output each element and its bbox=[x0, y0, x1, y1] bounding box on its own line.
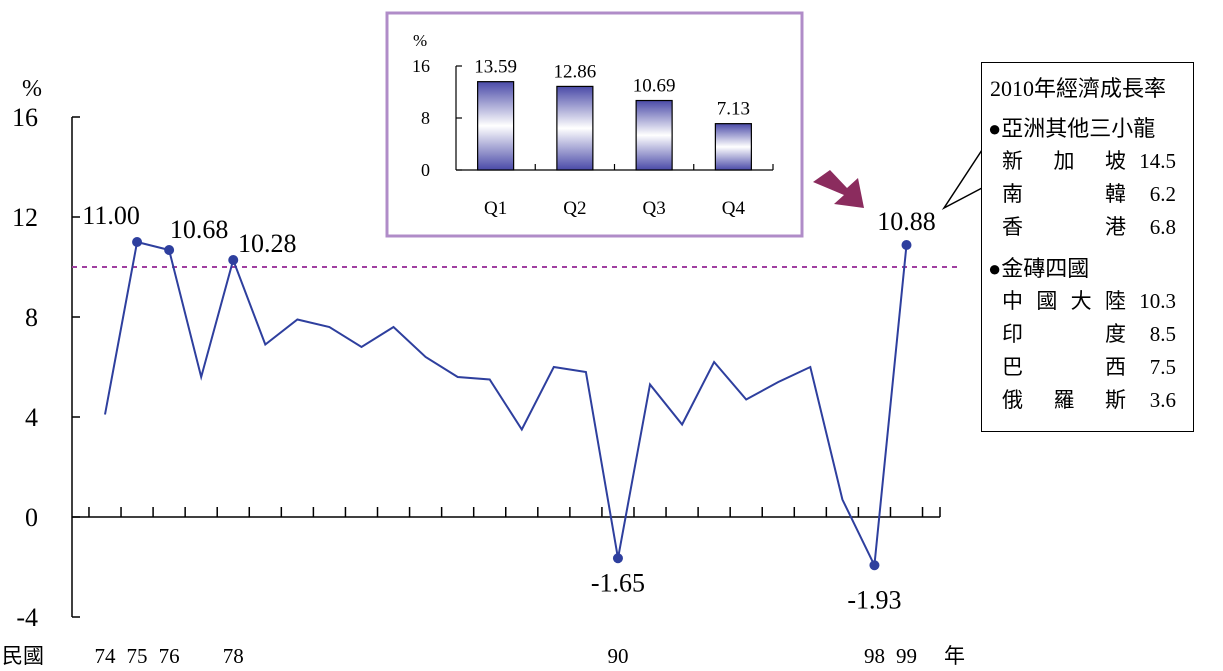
legend-row-value: 8.5 bbox=[1149, 322, 1176, 346]
y-tick-label: 4 bbox=[25, 403, 38, 432]
x-tick-label: 74 bbox=[95, 644, 117, 668]
x-tick-label: 98 bbox=[864, 644, 885, 668]
legend-row-value: 3.6 bbox=[1149, 388, 1176, 412]
data-label: 10.68 bbox=[170, 215, 229, 244]
data-point-marker bbox=[612, 553, 623, 564]
series-line bbox=[104, 240, 908, 569]
y-tick-label: -4 bbox=[16, 603, 38, 632]
x-tick-label: 99 bbox=[896, 644, 917, 668]
legend-callout-pointer bbox=[941, 149, 983, 211]
legend-group-heading: ●亞洲其他三小龍 bbox=[988, 116, 1156, 141]
legend-row: 香港 6.8 bbox=[1002, 211, 1176, 241]
legend-row-value: 14.5 bbox=[1139, 149, 1176, 173]
legend-row: 南韓 6.2 bbox=[1002, 178, 1176, 208]
inset-y-tick-label: 8 bbox=[421, 108, 430, 128]
x-tick-label: 90 bbox=[607, 644, 628, 668]
legend-row-name: 印度 bbox=[1002, 322, 1126, 346]
legend-title: 2010年經濟成長率 bbox=[990, 76, 1167, 101]
y-tick-label: 0 bbox=[25, 503, 38, 532]
data-point-marker bbox=[164, 245, 175, 255]
legend-row-name: 新加坡 bbox=[1002, 149, 1126, 173]
legend-row-name: 香港 bbox=[1002, 215, 1126, 239]
callout-arrow-shape bbox=[813, 170, 864, 208]
inset-category-label: Q3 bbox=[643, 198, 666, 219]
inset-bar bbox=[477, 81, 515, 171]
inset-bar-value-label: 12.86 bbox=[554, 61, 597, 82]
callout-pointer bbox=[941, 149, 983, 211]
inset-quarterly-chart: 0 8 16% 13.59 Q1 12.86 Q2 10.69 Q3 7.13 Q4 bbox=[385, 11, 804, 238]
legend-box: 2010年經濟成長率 ●亞洲其他三小龍 新加坡 14.5 南韓 6.2 香港 6.8 … bbox=[981, 62, 1194, 432]
inset-bar-value-label: 7.13 bbox=[717, 99, 750, 120]
legend-row-name: 中國大陸 bbox=[1002, 289, 1126, 313]
data-point-marker bbox=[869, 560, 880, 571]
legend-row: 新加坡 14.5 bbox=[1002, 145, 1176, 175]
y-axis-unit: % bbox=[22, 76, 42, 102]
legend-row-value: 10.3 bbox=[1139, 289, 1176, 313]
data-label: 11.00 bbox=[82, 201, 140, 230]
legend-row: 中國大陸 10.3 bbox=[1002, 285, 1176, 315]
y-tick-label: 8 bbox=[25, 303, 38, 332]
legend-row: 印度 8.5 bbox=[1002, 318, 1176, 348]
data-label: -1.93 bbox=[847, 585, 901, 614]
x-tick-label: 78 bbox=[223, 644, 244, 668]
legend-row-name: 俄羅斯 bbox=[1002, 388, 1126, 412]
inset-bar bbox=[635, 99, 673, 171]
y-tick-label: 12 bbox=[12, 203, 38, 232]
x-tick-label: 75 bbox=[127, 644, 148, 668]
legend-row-value: 6.2 bbox=[1149, 182, 1176, 206]
y-tick-label: 16 bbox=[12, 103, 38, 132]
legend-group-heading: ●金磚四國 bbox=[988, 256, 1090, 281]
x-tick-label: 76 bbox=[159, 644, 180, 668]
inset-bar bbox=[556, 85, 594, 171]
inset-bar bbox=[714, 123, 752, 171]
data-label: 10.88 bbox=[877, 207, 936, 236]
data-point-marker bbox=[901, 240, 912, 250]
x-axis-prefix: 民國 bbox=[2, 644, 44, 668]
data-label: 10.28 bbox=[238, 229, 297, 258]
inset-y-tick-label: 0 bbox=[421, 160, 430, 180]
main-series: 11.00 10.68 10.28 -1.65 -1.93 10.88 bbox=[82, 201, 935, 614]
callout-arrow bbox=[813, 170, 864, 208]
legend-row-name: 巴西 bbox=[1002, 355, 1126, 379]
inset-bar-value-label: 10.69 bbox=[633, 76, 676, 97]
x-axis-unit: 年 bbox=[944, 644, 965, 668]
inset-category-label: Q1 bbox=[484, 198, 507, 219]
inset-y-unit: % bbox=[413, 31, 427, 50]
inset-bar-value-label: 13.59 bbox=[474, 57, 517, 78]
legend-row: 巴西 7.5 bbox=[1002, 351, 1176, 381]
main-axes: -4 0 4 8 12 16% 74 75 76 78 90 98 99 民國 年 bbox=[2, 76, 965, 668]
legend-row-value: 6.8 bbox=[1149, 215, 1176, 239]
inset-y-tick-label: 16 bbox=[412, 56, 430, 76]
legend-row-value: 7.5 bbox=[1149, 355, 1176, 379]
legend-row: 俄羅斯 3.6 bbox=[1002, 384, 1176, 414]
inset-category-label: Q4 bbox=[722, 198, 746, 219]
data-point-marker bbox=[132, 237, 143, 247]
data-label: -1.65 bbox=[591, 568, 645, 597]
inset-category-label: Q2 bbox=[563, 198, 586, 219]
data-point-marker bbox=[228, 255, 239, 265]
legend-row-name: 南韓 bbox=[1002, 182, 1126, 206]
